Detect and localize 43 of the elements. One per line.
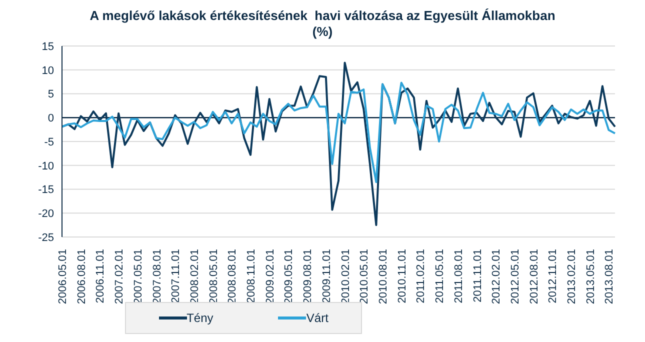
y-tick-label: -25 [38,232,54,244]
x-tick-label: 2011.11.01 [472,249,484,302]
chart-title: A meglévő lakások értékesítésének havi változása az Egyesült Államokban (%) [88,8,556,40]
y-tick-label: -10 [38,160,54,172]
x-tick-label: 2008.11.01 [246,249,258,304]
x-tick-label: 2011.08.01 [452,249,465,304]
y-tick-label: -15 [38,184,54,196]
x-tick-label: 2010.05.01 [358,249,371,304]
x-tick-label: 2012.02.01 [490,249,503,304]
x-tick-label: 2009.05.01 [283,249,296,304]
legend-label: Tény [186,311,214,325]
x-tick-label: 2013.05.01 [584,249,597,304]
y-tick-label: 15 [42,40,54,53]
legend-label: Várt [306,311,328,325]
x-tick-label: 2013.02.01 [566,249,578,304]
x-tick-label: 2011.02.01 [415,249,428,304]
y-tick-label: 10 [42,64,54,77]
x-tick-label: 2013.08.01 [604,249,616,304]
x-tick-label: 2010.08.01 [377,249,390,304]
x-tick-label: 2006.05.01 [57,249,69,304]
y-tick-label: 0 [48,112,54,125]
x-tick-label: 2012.08.01 [528,249,540,304]
x-tick-label: 2007.11.01 [170,249,182,304]
line-series [61,82,616,184]
y-tick-label: 5 [48,88,54,101]
x-tick-label: 2007.05.01 [132,249,144,304]
x-tick-label: 2006.11.01 [94,249,107,304]
x-tick-label: 2008.05.01 [208,249,220,304]
x-tick-label: 2008.08.01 [226,249,239,304]
x-tick-label: 2009.11.01 [320,249,333,304]
x-tick-label: 2007.02.01 [114,249,126,304]
x-tick-label: 2012.05.01 [509,249,522,304]
x-tick-label: 2006.08.01 [76,249,88,304]
y-tick-label: -5 [44,136,54,148]
x-tick-label: 2011.05.01 [434,249,446,304]
x-tick-label: 2009.02.01 [264,249,276,304]
x-tick-label: 2010.11.01 [396,249,408,304]
x-tick-label: 2007.08.01 [151,249,164,304]
x-tick-label: 2012.11.01 [547,249,560,304]
x-tick-label: 2010.02.01 [340,249,352,304]
x-tick-label: 2008.02.01 [188,249,201,304]
x-tick-label: 2009.08.01 [302,249,314,304]
y-tick-label: -20 [38,208,54,220]
